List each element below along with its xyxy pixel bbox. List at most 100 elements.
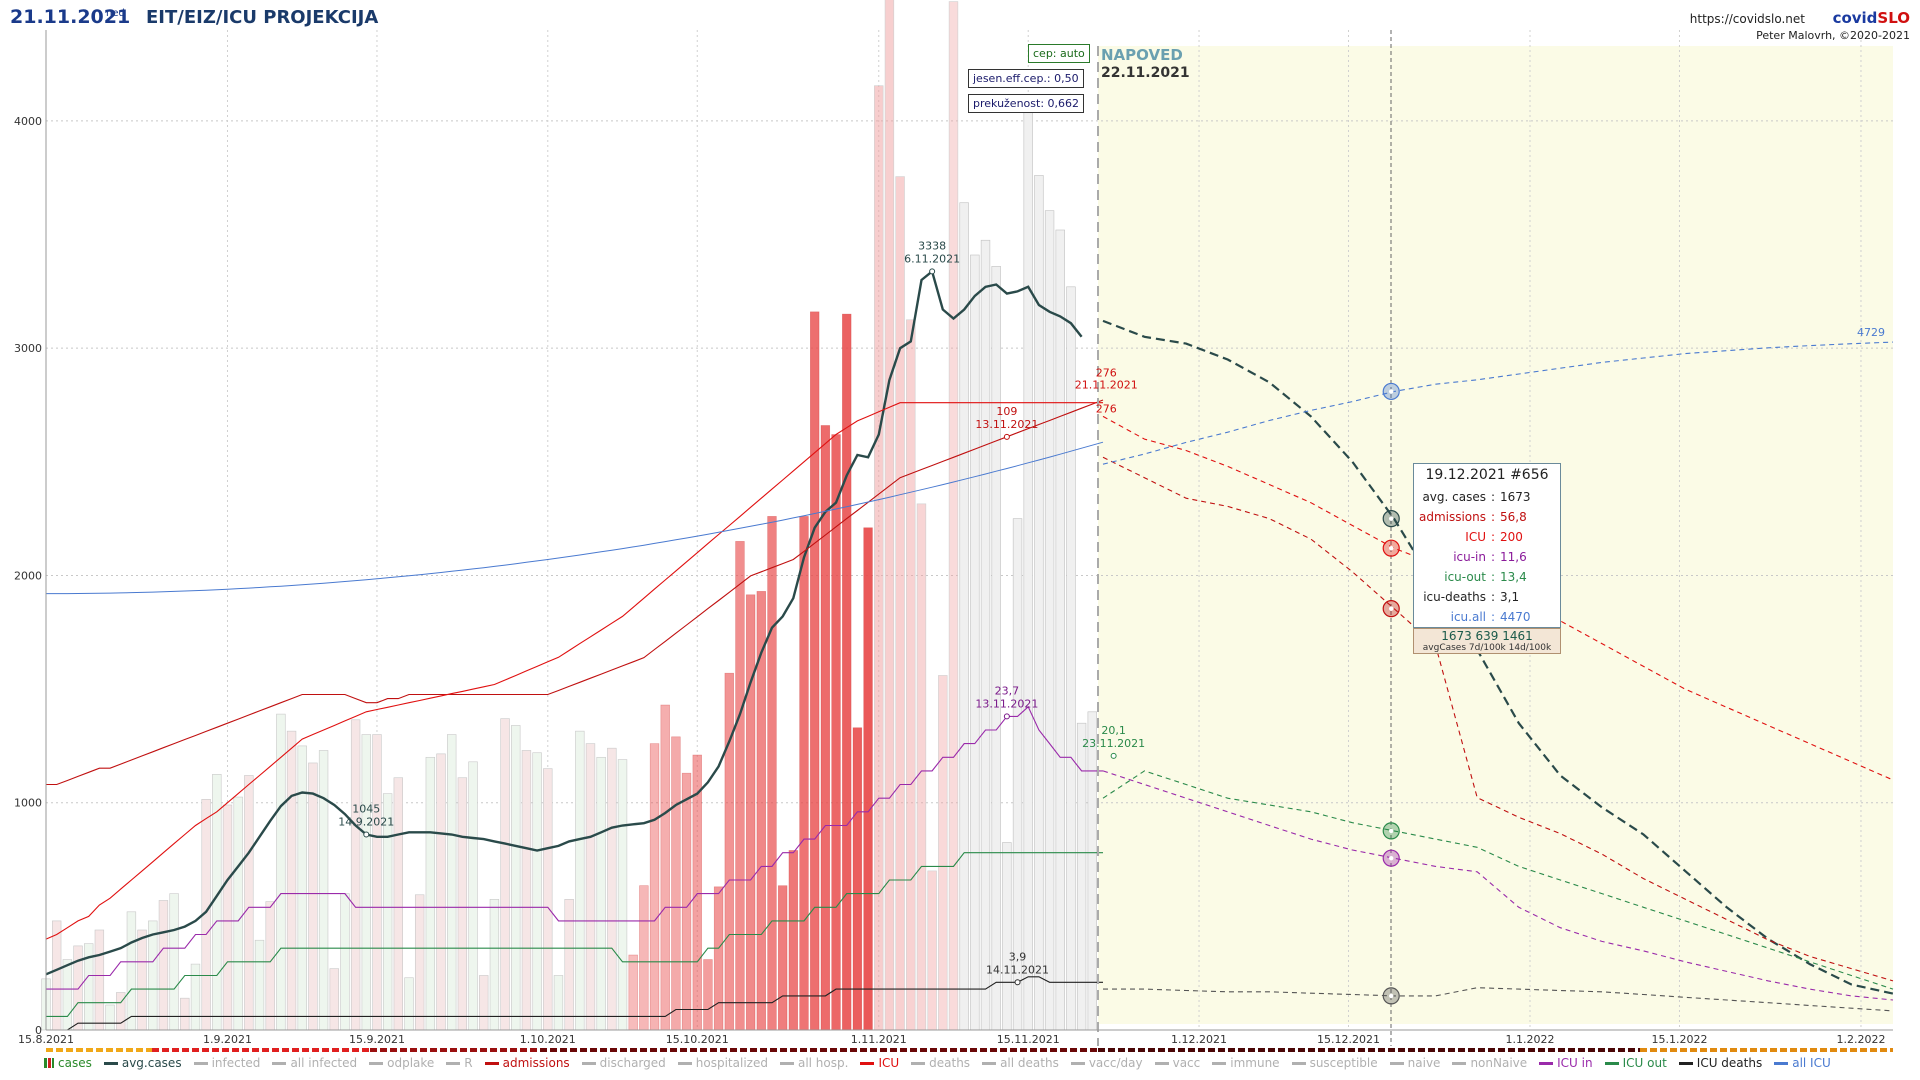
x-tick-label: 1.9.2021	[203, 1033, 252, 1046]
legend-item-susceptible[interactable]: susceptible	[1291, 1056, 1378, 1070]
tooltip-footer: 1673 639 1461 avgCases 7d/100k 14d/100k	[1413, 628, 1561, 654]
cases-bar	[468, 761, 478, 1031]
legend-item-icu-out[interactable]: ICU out	[1604, 1056, 1667, 1070]
page-title: EIT/EIZ/ICU PROJEKCIJA	[146, 7, 379, 28]
cases-bar	[895, 176, 905, 1031]
legend-item-all-deaths[interactable]: all deaths	[982, 1056, 1059, 1070]
cases-bar	[148, 920, 158, 1031]
forecast-date: 22.11.2021	[1101, 65, 1190, 81]
cases-bar	[756, 591, 766, 1031]
cases-bar	[980, 239, 991, 1031]
cases-bar	[1076, 722, 1087, 1031]
cases-bar	[1002, 842, 1012, 1031]
legend-item-discharged[interactable]: discharged	[581, 1056, 666, 1070]
param-prevalence[interactable]: prekuženost: 0,662	[968, 94, 1085, 113]
legend-item-admissions[interactable]: admissions	[484, 1056, 570, 1070]
legend-label: ICU in	[1557, 1056, 1593, 1070]
legend-item-vacc[interactable]: vacc	[1154, 1056, 1201, 1070]
x-tick-label: 15.9.2021	[349, 1033, 405, 1046]
cases-bar	[276, 713, 286, 1031]
tooltip-title: 19.12.2021 #656	[1425, 467, 1549, 483]
all-icu-end-label: 4729	[1857, 326, 1885, 339]
cases-bar	[51, 920, 62, 1031]
legend-item-avg-cases[interactable]: avg.cases	[103, 1056, 182, 1070]
series-line-icu-deaths	[46, 976, 1103, 1031]
cases-bar	[649, 743, 660, 1031]
cases-bar	[318, 750, 329, 1031]
legend-item-all-icu[interactable]: all ICU	[1774, 1056, 1831, 1070]
icu-out-peak-date: 23.11.2021	[1082, 737, 1145, 750]
legend-item-icu-in[interactable]: ICU in	[1539, 1056, 1593, 1070]
legend-item-vacc-day[interactable]: vacc/day	[1070, 1056, 1143, 1070]
site-link[interactable]: https://covidslo.net	[1689, 12, 1805, 26]
cases-bar	[297, 745, 307, 1031]
report-weekday: ned	[106, 8, 125, 19]
brand-slo: SLO	[1877, 9, 1910, 27]
legend-item-odplake[interactable]: odplake	[369, 1056, 434, 1070]
cases-bar	[1044, 210, 1055, 1031]
legend-item-icu-deaths[interactable]: ICU deaths	[1678, 1056, 1763, 1070]
legend-label: odplake	[387, 1056, 435, 1070]
legend-item-immune[interactable]: immune	[1212, 1056, 1280, 1070]
legend-swatch	[779, 1061, 794, 1065]
tooltip-sep: :	[1490, 590, 1496, 604]
y-tick-label: 2000	[14, 569, 42, 582]
cases-bar	[842, 313, 852, 1031]
legend-item-deaths[interactable]: deaths	[911, 1056, 970, 1070]
legend-item-r[interactable]: R	[446, 1056, 473, 1070]
marker-dot	[1389, 606, 1394, 611]
x-tick-label: 1.1.2022	[1506, 1033, 1555, 1046]
peak-value-label: 3,9	[1009, 950, 1027, 963]
tooltip-footer-values: 1673 639 1461	[1441, 629, 1533, 643]
peak-marker	[1003, 713, 1010, 720]
legend-swatch	[982, 1061, 997, 1065]
legend-item-hospitalized[interactable]: hospitalized	[677, 1056, 768, 1070]
legend-item-icu[interactable]: ICU	[860, 1056, 899, 1070]
cases-bar	[852, 727, 863, 1031]
tooltip-row: icu-out:13,4	[1414, 567, 1560, 587]
legend-item-all-hosp-[interactable]: all hosp.	[779, 1056, 848, 1070]
legend-item-naive[interactable]: naive	[1389, 1056, 1440, 1070]
legend-label: ICU deaths	[1696, 1056, 1763, 1070]
cases-bar	[447, 734, 457, 1031]
forecast-line-admissions	[1102, 456, 1894, 982]
legend-label: admissions	[502, 1056, 570, 1070]
legend-swatch	[1452, 1061, 1467, 1065]
marker-dot	[1389, 828, 1394, 834]
cases-bar	[874, 85, 884, 1031]
cases-bar	[596, 756, 606, 1031]
cases-bar	[724, 672, 734, 1031]
peak-marker	[1003, 433, 1010, 440]
legend-swatch	[1154, 1061, 1169, 1065]
tooltip-key: icu-out	[1444, 570, 1486, 584]
cases-bar	[372, 734, 382, 1031]
legend-swatch	[44, 1058, 54, 1068]
tooltip-sep: :	[1490, 510, 1496, 524]
legend-item-nonnaive[interactable]: nonNaive	[1452, 1056, 1527, 1070]
legend-label: nonNaive	[1470, 1056, 1528, 1070]
x-tick-label: 15.10.2021	[666, 1033, 729, 1046]
legend-item-cases[interactable]: cases	[44, 1056, 92, 1070]
legend-label: vacc	[1172, 1056, 1201, 1070]
legend-label: ICU out	[1622, 1056, 1667, 1070]
y-tick-label: 1000	[14, 797, 42, 810]
legend-item-infected[interactable]: infected	[193, 1056, 260, 1070]
param-autumn-efficiency[interactable]: jesen.eff.cep.: 0,50	[968, 69, 1084, 88]
series-line-icu	[45, 402, 1103, 940]
peak-value-label: 23,7	[995, 684, 1020, 697]
cases-bar	[329, 968, 339, 1031]
cases-bar	[575, 730, 585, 1031]
icu-last-value: 276	[1096, 367, 1117, 380]
legend-item-all-infected[interactable]: all infected	[272, 1056, 357, 1070]
peak-date-label: 6.11.2021	[904, 252, 960, 265]
cases-bar	[607, 747, 617, 1031]
param-vaccination[interactable]: cep: auto	[1028, 44, 1090, 63]
cases-bar	[393, 777, 403, 1031]
y-tick-label: 4000	[14, 115, 42, 128]
cases-bar	[180, 997, 190, 1031]
legend-swatch	[860, 1061, 875, 1065]
icu-out-peak-marker	[1110, 752, 1117, 759]
cases-bar	[414, 894, 425, 1031]
cases-bar	[970, 254, 980, 1031]
y-tick-label: 0	[35, 1024, 42, 1037]
